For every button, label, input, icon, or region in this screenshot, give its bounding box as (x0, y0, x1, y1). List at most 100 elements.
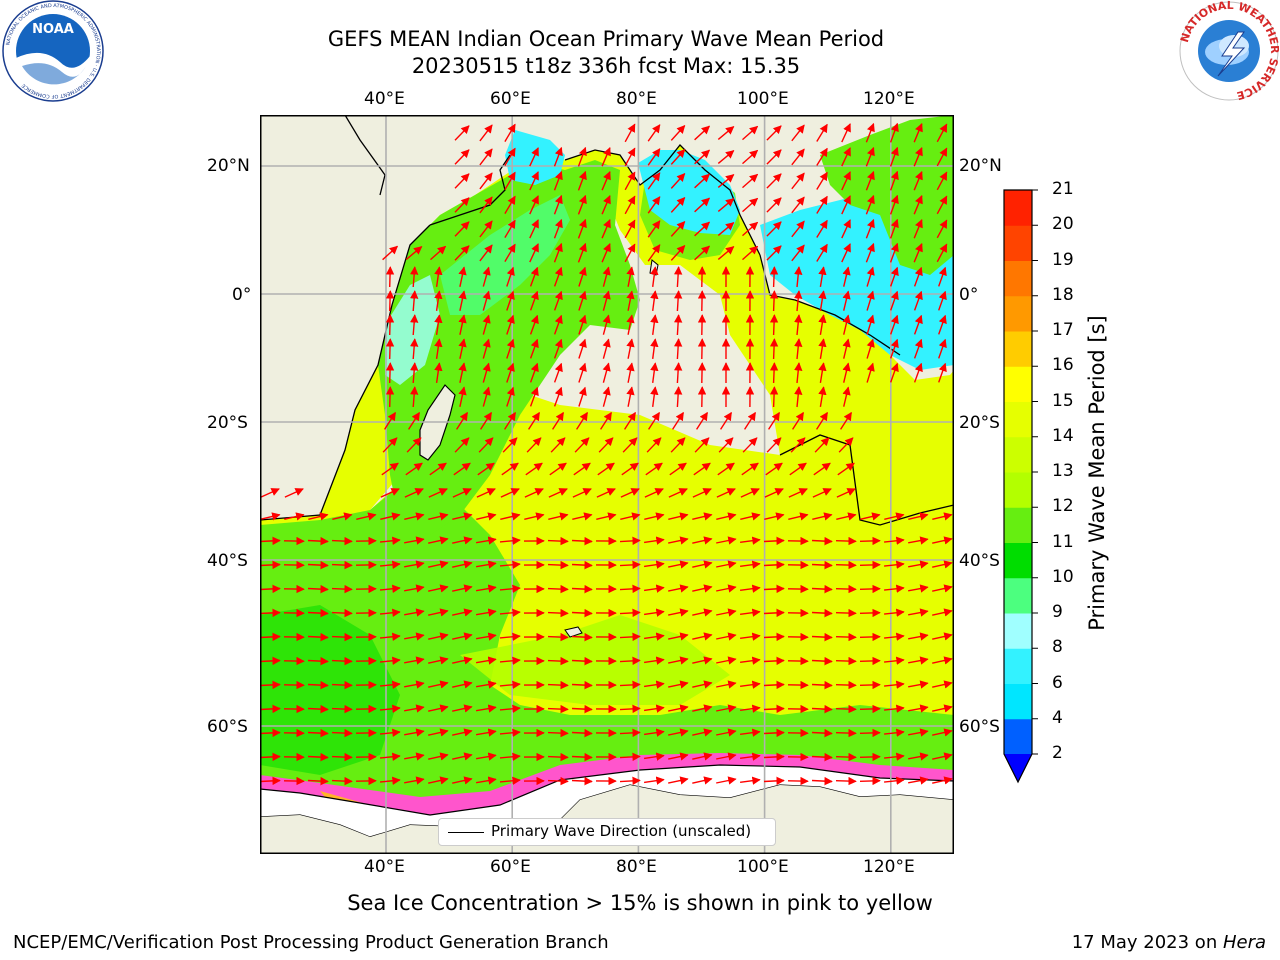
colorbar-tick-label: 6 (1052, 672, 1063, 693)
wave-arrow (938, 338, 947, 359)
wave-arrow (501, 462, 519, 476)
wave-arrow (644, 752, 665, 761)
wave-arrow (932, 752, 953, 761)
wave-arrow (813, 462, 831, 476)
wave-arrow (260, 728, 281, 738)
wave-arrow (499, 560, 521, 569)
wave-arrow (936, 171, 948, 191)
lat-tick-right-20s: 20°S (959, 413, 1000, 433)
wave-arrow (692, 512, 713, 521)
wave-arrow (529, 362, 539, 383)
wave-arrow (331, 632, 353, 642)
wave-arrow (672, 411, 684, 430)
wave-arrow (331, 728, 353, 738)
wave-arrow (763, 656, 785, 666)
wave-arrow (624, 147, 636, 167)
wave-arrow (670, 124, 686, 141)
wave-arrow (380, 680, 401, 689)
lat-tick-left-40s: 40°S (207, 551, 248, 571)
wave-arrow (668, 536, 689, 545)
wave-arrow (716, 704, 737, 713)
wave-arrow (673, 266, 683, 288)
wave-arrow (405, 462, 423, 476)
wave-arrow (932, 584, 953, 593)
wave-arrow (571, 632, 593, 642)
wave-arrow (477, 462, 495, 476)
wave-arrow (716, 656, 737, 665)
wave-arrow (859, 728, 881, 738)
wave-arrow (331, 584, 353, 594)
wave-arrow (380, 776, 401, 785)
wave-arrow (506, 290, 515, 311)
wave-arrow (500, 512, 521, 521)
wave-arrow (260, 560, 281, 570)
wave-arrow (571, 704, 593, 714)
lat-tick-left-20s: 20°S (207, 413, 248, 433)
colorbar-tick-label: 2 (1052, 743, 1063, 763)
wave-arrow (430, 245, 447, 261)
wave-arrow (668, 656, 689, 665)
wave-arrow (454, 245, 470, 261)
wave-arrow (740, 752, 761, 761)
wave-arrow (889, 146, 899, 167)
wave-arrow (499, 608, 521, 617)
colorbar-tick-label: 12 (1052, 496, 1074, 517)
wave-arrow (404, 512, 425, 521)
wave-arrow (668, 728, 689, 737)
wave-arrow (499, 536, 521, 545)
colorbar-segment (1004, 366, 1032, 402)
wave-arrow (913, 147, 923, 167)
wave-arrow (428, 560, 449, 569)
wave-arrow (475, 680, 497, 689)
wave-arrow (385, 362, 395, 384)
wave-arrow (553, 218, 563, 239)
wave-arrow (742, 173, 759, 189)
wave-arrow (602, 266, 611, 287)
wave-arrow (884, 752, 905, 761)
wave-arrow (769, 314, 779, 336)
wave-arrow (499, 776, 521, 785)
wave-arrow (624, 219, 636, 239)
svg-text:NOAA: NOAA (32, 22, 74, 37)
wave-arrow (645, 462, 663, 476)
wave-arrow (529, 243, 539, 263)
wave-arrow (434, 266, 443, 287)
wave-arrow (740, 488, 760, 498)
wave-arrow (884, 728, 905, 737)
wave-arrow (889, 122, 899, 143)
sea-ice-band (260, 753, 954, 815)
wave-arrow (692, 632, 713, 641)
wave-arrow (816, 147, 828, 166)
wave-arrow (696, 411, 708, 430)
wave-arrow (408, 411, 420, 430)
wave-arrow (890, 266, 899, 287)
wave-arrow (307, 536, 329, 546)
wave-arrow (890, 362, 899, 383)
wave-arrow (307, 752, 329, 762)
wave-arrow (647, 244, 661, 262)
wave-arrow (811, 536, 833, 546)
map-title: GEFS MEAN Indian Ocean Primary Wave Mean… (327, 27, 885, 51)
wave-arrow (866, 362, 875, 383)
colorbar-tick-label: 16 (1052, 355, 1074, 376)
wave-arrow (742, 197, 759, 213)
wave-arrow (578, 314, 587, 335)
wave-arrow (842, 386, 851, 407)
wave-arrow (932, 656, 953, 665)
wave-arrow (644, 680, 665, 689)
light-cyan-east-africa (385, 275, 440, 385)
wave-arrow (836, 512, 857, 521)
wave-arrow (504, 411, 516, 430)
wave-arrow (769, 290, 779, 312)
wave-arrow (619, 656, 641, 666)
wave-arrow (791, 148, 805, 166)
lon-tick-bottom-120: 120°E (863, 857, 915, 877)
wave-arrow (794, 338, 803, 360)
wave-arrow (479, 124, 493, 142)
wave-arrow (260, 536, 281, 546)
wave-arrow (602, 314, 611, 335)
wave-arrow (482, 290, 491, 311)
wave-arrow (812, 488, 832, 498)
wave-arrow (385, 290, 395, 312)
wave-arrow (717, 150, 735, 164)
